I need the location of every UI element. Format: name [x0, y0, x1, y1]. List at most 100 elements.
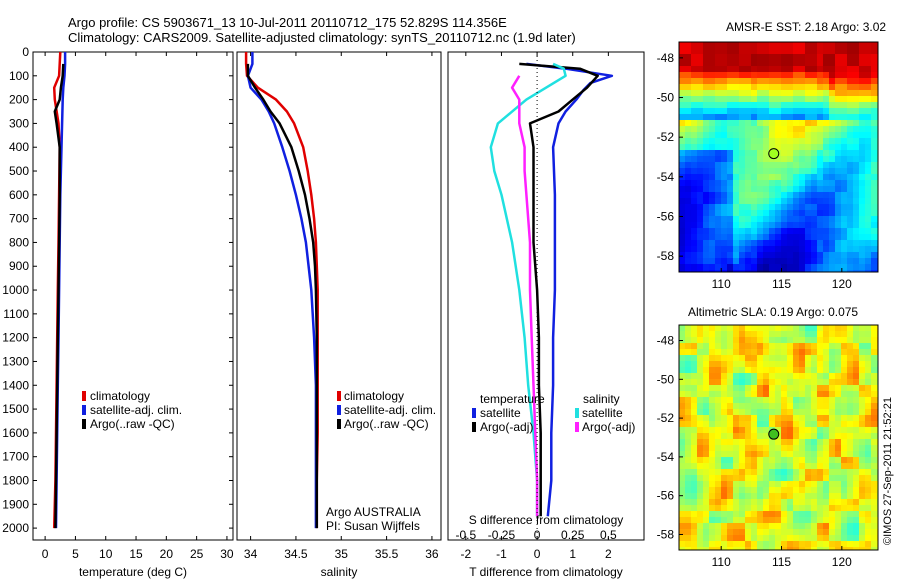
map-cell — [727, 204, 734, 211]
map-cell — [811, 517, 818, 524]
map-cell — [775, 174, 782, 181]
map-cell — [685, 331, 692, 338]
map-cell — [823, 439, 830, 446]
map-cell — [721, 535, 728, 542]
map-cell — [811, 48, 818, 55]
map-cell — [679, 361, 686, 368]
map-cell — [709, 216, 716, 223]
map-cell — [799, 234, 806, 241]
map-cell — [703, 144, 710, 151]
x-tick-label: 1 — [569, 547, 576, 561]
map-cell — [841, 252, 848, 259]
x-tick-label: -2 — [460, 547, 471, 561]
map-cell — [775, 541, 782, 548]
map-cell — [817, 499, 824, 506]
map-cell — [793, 240, 800, 247]
map-cell — [739, 138, 746, 145]
map-cell — [781, 96, 788, 103]
map-cell — [835, 102, 842, 109]
map-cell — [841, 361, 848, 368]
map-cell — [829, 487, 836, 494]
map-cell — [829, 204, 836, 211]
map-cell — [775, 258, 782, 265]
map-cell — [847, 457, 854, 464]
map-cell — [763, 529, 770, 536]
map-y-tick-label: -54 — [657, 450, 675, 464]
map-cell — [799, 198, 806, 205]
map-cell — [859, 403, 866, 410]
map-cell — [841, 108, 848, 115]
map-cell — [859, 433, 866, 440]
map-cell — [763, 343, 770, 350]
map-cell — [811, 108, 818, 115]
map-cell — [757, 234, 764, 241]
map-cell — [793, 108, 800, 115]
map-cell — [763, 481, 770, 488]
map-cell — [835, 409, 842, 416]
map-cell — [817, 60, 824, 67]
map-cell — [733, 258, 740, 265]
map-cell — [817, 258, 824, 265]
map-cell — [775, 493, 782, 500]
map-cell — [691, 463, 698, 470]
y-tick-label: 100 — [9, 69, 29, 83]
map-cell — [679, 451, 686, 458]
map-cell — [871, 180, 878, 187]
map-cell — [763, 168, 770, 175]
map-cell — [805, 228, 812, 235]
map-cell — [721, 373, 728, 380]
map-cell — [679, 198, 686, 205]
map-cell — [715, 493, 722, 500]
map-cell — [709, 493, 716, 500]
map-cell — [721, 475, 728, 482]
map-cell — [823, 331, 830, 338]
map-cell — [751, 228, 758, 235]
map-cell — [799, 126, 806, 133]
map-cell — [853, 60, 860, 67]
map-cell — [853, 54, 860, 61]
map-cell — [829, 331, 836, 338]
map-cell — [769, 264, 776, 271]
map-cell — [847, 132, 854, 139]
map-cell — [679, 162, 686, 169]
map-cell — [787, 493, 794, 500]
map-cell — [709, 445, 716, 452]
map-cell — [829, 168, 836, 175]
map-cell — [745, 150, 752, 157]
map-x-tick-label: 115 — [772, 277, 791, 291]
map-cell — [715, 331, 722, 338]
map-cell — [697, 156, 704, 163]
map-cell — [763, 439, 770, 446]
map-cell — [865, 325, 872, 332]
map-cell — [823, 198, 830, 205]
map-cell — [733, 60, 740, 67]
map-cell — [697, 361, 704, 368]
map-cell — [871, 114, 878, 121]
map-cell — [691, 409, 698, 416]
map-cell — [739, 475, 746, 482]
map-cell — [757, 114, 764, 121]
map-cell — [697, 192, 704, 199]
map-cell — [793, 150, 800, 157]
map-cell — [769, 385, 776, 392]
map-cell — [829, 150, 836, 157]
map-cell — [685, 72, 692, 79]
map-cell — [721, 487, 728, 494]
map-cell — [721, 48, 728, 55]
map-cell — [805, 469, 812, 476]
map-cell — [703, 150, 710, 157]
map-cell — [841, 234, 848, 241]
map-cell — [781, 84, 788, 91]
map-cell — [823, 361, 830, 368]
map-cell — [691, 210, 698, 217]
map-cell — [721, 240, 728, 247]
map-cell — [763, 505, 770, 512]
map-cell — [709, 451, 716, 458]
map-cell — [721, 234, 728, 241]
map-cell — [829, 421, 836, 428]
map-cell — [679, 499, 686, 506]
map-x-tick-label: 110 — [712, 277, 731, 291]
map-cell — [757, 355, 764, 362]
map-cell — [787, 162, 794, 169]
map-cell — [733, 463, 740, 470]
